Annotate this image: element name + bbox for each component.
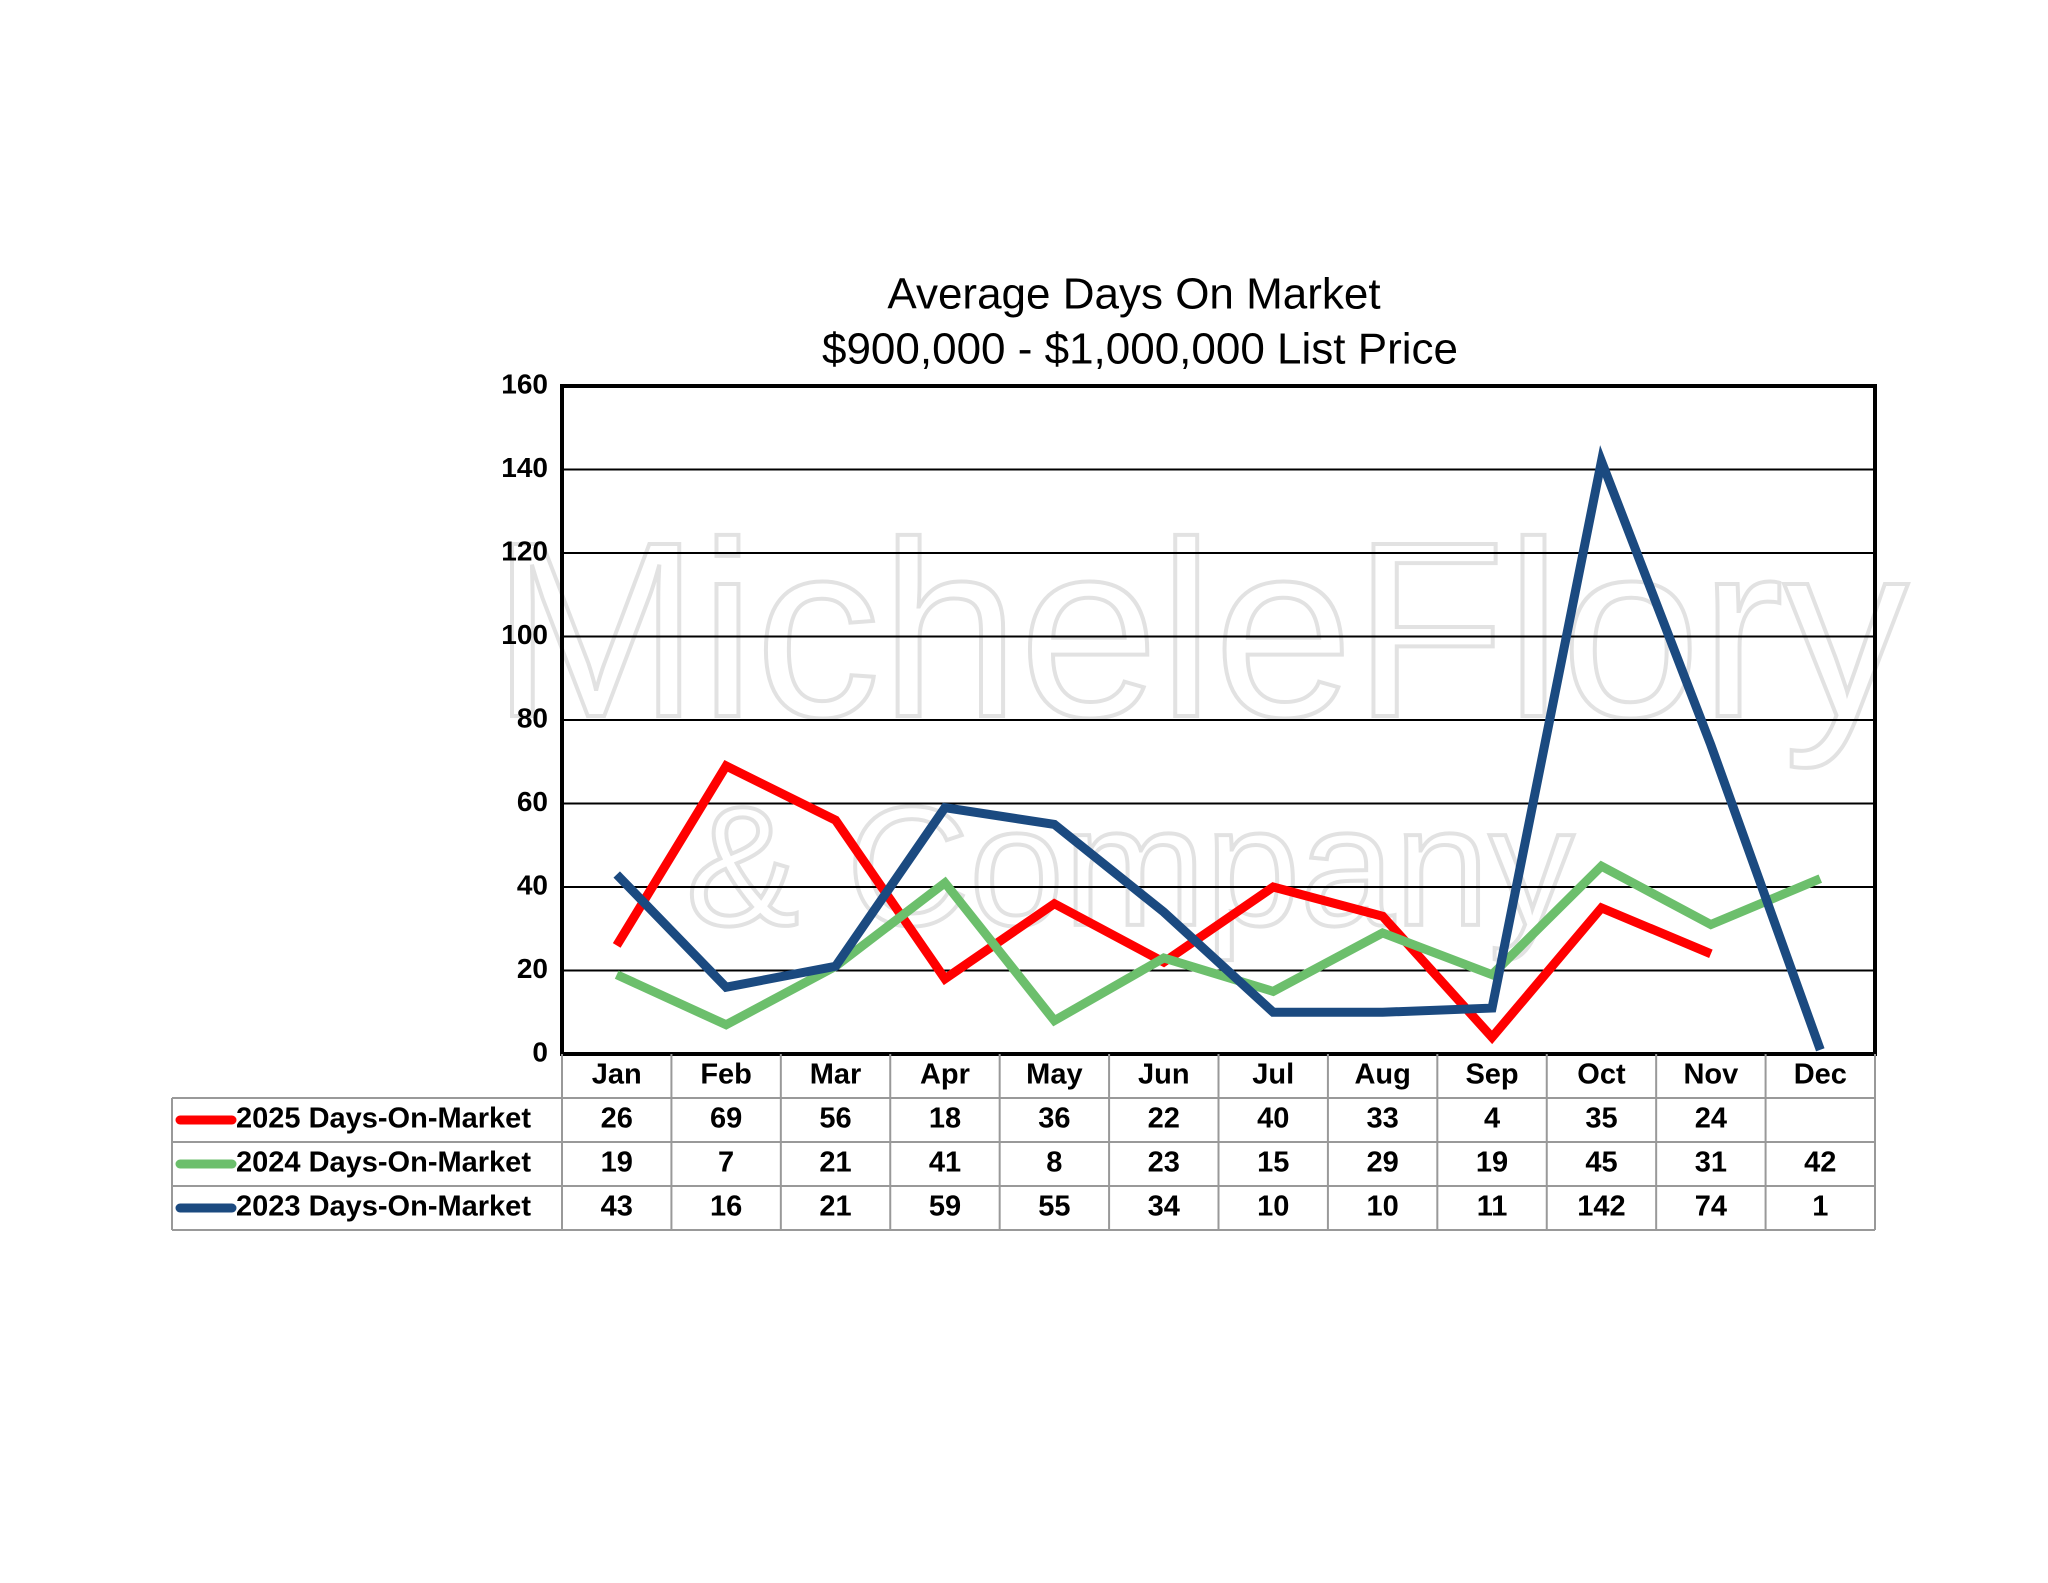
y-tick-label: 40 <box>517 869 548 900</box>
watermark: & Company <box>686 772 1574 962</box>
x-tick-label: Jun <box>1138 1059 1190 1091</box>
table-value: 10 <box>1366 1191 1398 1223</box>
x-tick-label: Sep <box>1465 1059 1518 1091</box>
table-value: 74 <box>1695 1191 1727 1223</box>
table-value: 45 <box>1585 1147 1617 1179</box>
y-tick-label: 80 <box>517 702 548 733</box>
x-tick-label: Nov <box>1683 1059 1738 1091</box>
y-tick-label: 120 <box>501 535 548 566</box>
chart-subtitle: $900,000 - $1,000,000 List Price <box>822 325 1458 374</box>
legend-label: 2025 Days-On-Market <box>236 1103 531 1135</box>
x-tick-label: May <box>1026 1059 1082 1091</box>
table-value: 22 <box>1148 1103 1180 1135</box>
x-tick-label: Jan <box>592 1059 642 1091</box>
y-tick-label: 0 <box>532 1036 548 1067</box>
table-value: 42 <box>1804 1147 1836 1179</box>
series-line <box>613 445 1825 1052</box>
table-value: 69 <box>710 1103 742 1135</box>
table-value: 23 <box>1148 1147 1180 1179</box>
table-value: 11 <box>1477 1191 1508 1223</box>
table-value: 56 <box>819 1103 851 1135</box>
y-tick-label: 100 <box>501 619 548 650</box>
legend-label: 2024 Days-On-Market <box>236 1147 531 1179</box>
table-value: 34 <box>1148 1191 1180 1223</box>
table-value: 31 <box>1695 1147 1727 1179</box>
table-value: 33 <box>1366 1103 1398 1135</box>
chart-title: Average Days On Market <box>887 270 1380 319</box>
table-value: 7 <box>718 1147 734 1179</box>
watermark: MicheleFlory <box>492 490 1909 769</box>
table-value: 19 <box>601 1147 633 1179</box>
x-tick-label: Mar <box>810 1059 862 1091</box>
y-tick-label: 60 <box>517 786 548 817</box>
x-tick-label: Dec <box>1794 1059 1847 1091</box>
x-tick-label: Jul <box>1252 1059 1294 1091</box>
x-tick-label: Oct <box>1577 1059 1626 1091</box>
x-tick-label: Aug <box>1354 1059 1410 1091</box>
y-tick-label: 140 <box>501 452 548 483</box>
table-value: 59 <box>929 1191 961 1223</box>
table-value: 24 <box>1695 1103 1727 1135</box>
table-value: 18 <box>929 1103 961 1135</box>
table-value: 29 <box>1366 1147 1398 1179</box>
table-value: 35 <box>1585 1103 1617 1135</box>
table-value: 8 <box>1046 1147 1062 1179</box>
table-value: 43 <box>601 1191 633 1223</box>
table-value: 1 <box>1812 1191 1828 1223</box>
x-tick-label: Feb <box>700 1059 752 1091</box>
table-value: 19 <box>1476 1147 1508 1179</box>
table-value: 26 <box>601 1103 633 1135</box>
table-value: 41 <box>929 1147 961 1179</box>
table-value: 36 <box>1038 1103 1070 1135</box>
y-tick-label: 20 <box>517 953 548 984</box>
table-value: 40 <box>1257 1103 1289 1135</box>
series-line <box>614 860 1823 1030</box>
table-value: 142 <box>1577 1191 1625 1223</box>
table-value: 21 <box>819 1191 851 1223</box>
table-value: 10 <box>1257 1191 1289 1223</box>
legend-label: 2023 Days-On-Market <box>236 1191 531 1223</box>
table-value: 15 <box>1257 1147 1289 1179</box>
table-value: 55 <box>1038 1191 1070 1223</box>
table-value: 21 <box>819 1147 851 1179</box>
table-value: 4 <box>1484 1103 1500 1135</box>
y-tick-label: 160 <box>501 368 548 399</box>
x-tick-label: Apr <box>920 1059 970 1091</box>
table-value: 16 <box>710 1191 742 1223</box>
